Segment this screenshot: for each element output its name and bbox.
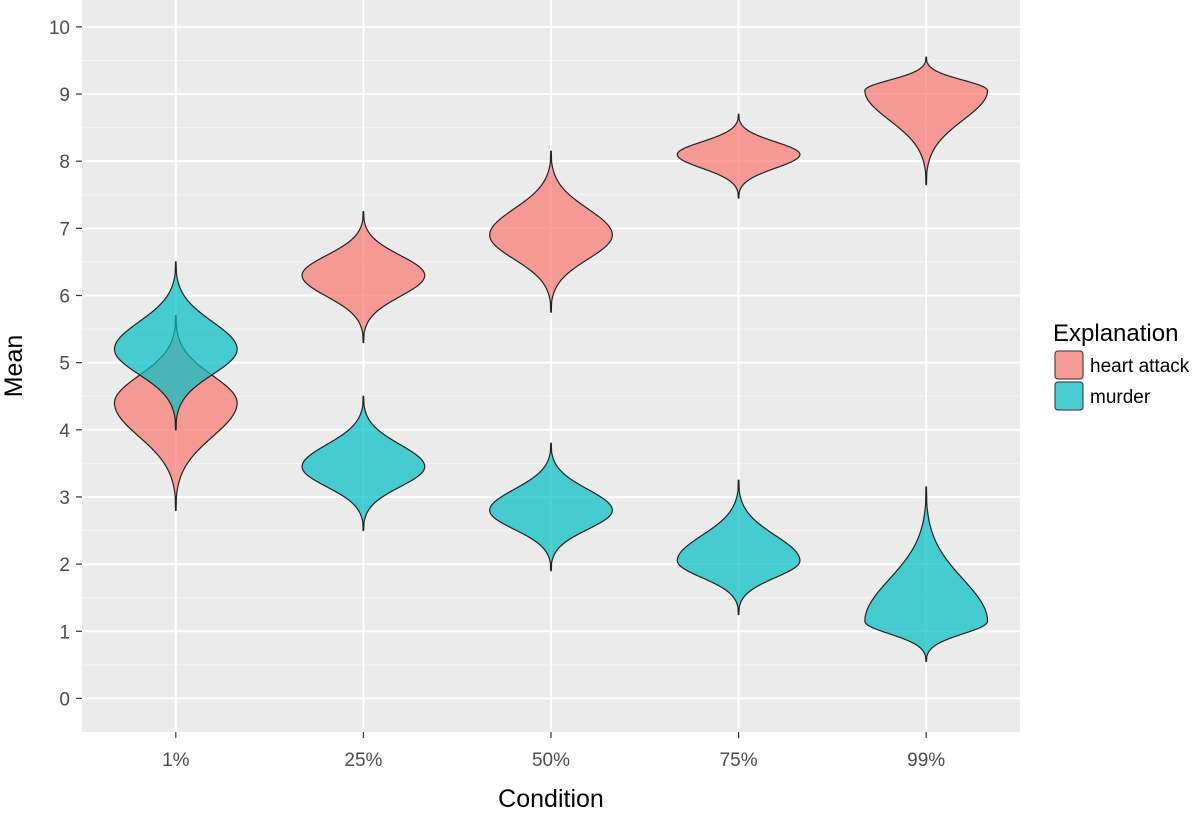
y-tick-label: 8 — [59, 152, 70, 173]
y-tick-label: 7 — [59, 219, 70, 240]
y-tick-label: 9 — [59, 85, 70, 106]
x-tick-label: 25% — [344, 750, 382, 771]
violin-heart-attack-75pct — [676, 113, 801, 199]
violin-murder-75pct — [676, 479, 801, 616]
y-axis-title: Mean — [0, 335, 28, 398]
x-tick-label: 1% — [162, 750, 190, 771]
violin-murder-1pct — [113, 261, 238, 431]
x-axis: 1% 25% 50% 75% 99% — [162, 732, 945, 771]
legend-swatch-heart-attack — [1054, 350, 1084, 380]
legend-swatch-murder — [1054, 381, 1084, 411]
violin-murder-25pct — [301, 395, 426, 532]
violins — [113, 56, 989, 663]
legend: Explanation heart attack murder — [1053, 320, 1190, 411]
y-tick-label: 10 — [49, 18, 70, 39]
y-tick-label: 2 — [59, 555, 70, 576]
y-tick-label: 5 — [59, 354, 70, 375]
x-tick-label: 50% — [532, 750, 570, 771]
legend-title: Explanation — [1053, 320, 1178, 347]
x-axis-title: Condition — [498, 785, 604, 813]
violin-murder-99pct — [864, 486, 989, 663]
y-tick-label: 4 — [59, 421, 70, 442]
x-tick-label: 75% — [720, 750, 758, 771]
y-tick-label: 0 — [59, 689, 70, 710]
y-tick-label: 3 — [59, 488, 70, 509]
violin-heart-attack-50pct — [489, 150, 613, 313]
y-axis: 0 1 2 3 4 5 6 7 8 9 10 — [49, 18, 82, 710]
violin-heart-attack-25pct — [301, 210, 426, 344]
x-tick-label: 99% — [907, 750, 945, 771]
legend-label-heart-attack: heart attack — [1090, 356, 1190, 377]
violin-murder-50pct — [489, 442, 613, 572]
violin-heart-attack-99pct — [864, 56, 989, 186]
y-tick-label: 6 — [59, 286, 70, 307]
y-tick-label: 1 — [59, 622, 70, 643]
legend-label-murder: murder — [1090, 387, 1151, 408]
